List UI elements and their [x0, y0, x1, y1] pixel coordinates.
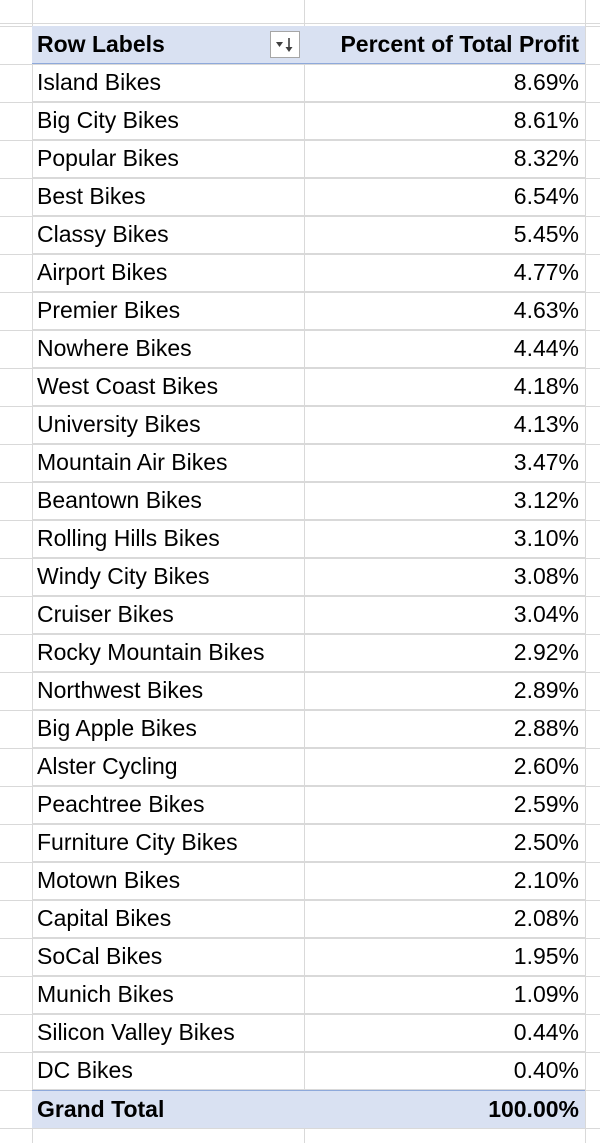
row-label: Motown Bikes	[37, 867, 181, 893]
row-value: 2.60%	[513, 753, 579, 779]
row-value: 0.44%	[513, 1019, 579, 1045]
pivot-row[interactable]: Motown Bikes 2.10%	[32, 862, 585, 900]
row-value: 2.92%	[513, 639, 579, 665]
row-value: 4.44%	[513, 335, 579, 361]
row-value: 3.04%	[513, 601, 579, 627]
row-label: Popular Bikes	[37, 145, 179, 171]
row-label: Rocky Mountain Bikes	[37, 639, 265, 665]
pivot-row[interactable]: Northwest Bikes 2.89%	[32, 672, 585, 710]
pivot-header-row: Row Labels Percent of Total Profit	[32, 26, 585, 64]
pivot-row[interactable]: Classy Bikes 5.45%	[32, 216, 585, 254]
row-value: 4.13%	[513, 411, 579, 437]
pivot-row[interactable]: Popular Bikes 8.32%	[32, 140, 585, 178]
row-label: Nowhere Bikes	[37, 335, 192, 361]
column-gridline	[304, 0, 305, 1143]
row-label: Airport Bikes	[37, 259, 168, 285]
row-value: 2.59%	[513, 791, 579, 817]
row-label: Northwest Bikes	[37, 677, 204, 703]
row-label: University Bikes	[37, 411, 201, 437]
row-label: Alster Cycling	[37, 753, 178, 779]
row-value: 1.95%	[513, 943, 579, 969]
pivot-row[interactable]: Rocky Mountain Bikes 2.92%	[32, 634, 585, 672]
row-label: Best Bikes	[37, 183, 146, 209]
pivot-row[interactable]: Cruiser Bikes 3.04%	[32, 596, 585, 634]
pivot-row[interactable]: Best Bikes 6.54%	[32, 178, 585, 216]
pivot-row[interactable]: Premier Bikes 4.63%	[32, 292, 585, 330]
row-value: 2.50%	[513, 829, 579, 855]
pivot-row[interactable]: Alster Cycling 2.60%	[32, 748, 585, 786]
column-gridline	[585, 0, 586, 1143]
pivot-row[interactable]: Mountain Air Bikes 3.47%	[32, 444, 585, 482]
row-value: 1.09%	[513, 981, 579, 1007]
pivot-table: Row Labels Percent of Total Profit Islan…	[32, 26, 585, 1128]
row-value: 5.45%	[513, 221, 579, 247]
row-value: 2.10%	[513, 867, 579, 893]
row-label: DC Bikes	[37, 1057, 133, 1083]
pivot-row[interactable]: Silicon Valley Bikes 0.44%	[32, 1014, 585, 1052]
pivot-row[interactable]: Furniture City Bikes 2.50%	[32, 824, 585, 862]
pivot-row[interactable]: Big Apple Bikes 2.88%	[32, 710, 585, 748]
pivot-row[interactable]: Island Bikes 8.69%	[32, 64, 585, 102]
row-label: Beantown Bikes	[37, 487, 202, 513]
row-label: Big Apple Bikes	[37, 715, 197, 741]
pivot-row[interactable]: SoCal Bikes 1.95%	[32, 938, 585, 976]
pivot-row[interactable]: West Coast Bikes 4.18%	[32, 368, 585, 406]
row-value: 8.32%	[513, 145, 579, 171]
row-label: Furniture City Bikes	[37, 829, 238, 855]
pivot-row[interactable]: Big City Bikes 8.61%	[32, 102, 585, 140]
row-label: Classy Bikes	[37, 221, 169, 247]
row-label: Munich Bikes	[37, 981, 174, 1007]
value-header[interactable]: Percent of Total Profit	[340, 31, 579, 57]
pivot-row[interactable]: Windy City Bikes 3.08%	[32, 558, 585, 596]
pivot-rows: Island Bikes 8.69% Big City Bikes 8.61% Popu…	[32, 64, 585, 1090]
row-label: Rolling Hills Bikes	[37, 525, 220, 551]
pivot-row[interactable]: Beantown Bikes 3.12%	[32, 482, 585, 520]
pivot-row[interactable]: Nowhere Bikes 4.44%	[32, 330, 585, 368]
grand-total-label: Grand Total	[37, 1096, 165, 1122]
row-value: 2.89%	[513, 677, 579, 703]
row-value: 8.61%	[513, 107, 579, 133]
row-label: Cruiser Bikes	[37, 601, 174, 627]
row-label: SoCal Bikes	[37, 943, 163, 969]
row-label: Windy City Bikes	[37, 563, 210, 589]
row-value: 2.88%	[513, 715, 579, 741]
row-value: 3.12%	[513, 487, 579, 513]
row-value: 4.18%	[513, 373, 579, 399]
row-value: 3.10%	[513, 525, 579, 551]
grand-total-row[interactable]: Grand Total 100.00%	[32, 1090, 585, 1128]
row-label: Big City Bikes	[37, 107, 179, 133]
pivot-row[interactable]: Airport Bikes 4.77%	[32, 254, 585, 292]
column-gridline	[32, 0, 33, 1143]
row-label: Peachtree Bikes	[37, 791, 205, 817]
pivot-row[interactable]: Munich Bikes 1.09%	[32, 976, 585, 1014]
grand-total-value: 100.00%	[488, 1096, 579, 1122]
sort-descending-filter-icon[interactable]	[270, 31, 300, 58]
pivot-row[interactable]: DC Bikes 0.40%	[32, 1052, 585, 1090]
row-label: Silicon Valley Bikes	[37, 1019, 235, 1045]
row-label: Premier Bikes	[37, 297, 181, 323]
row-label: West Coast Bikes	[37, 373, 219, 399]
row-label: Capital Bikes	[37, 905, 172, 931]
row-labels-header[interactable]: Row Labels	[37, 31, 165, 57]
row-value: 4.63%	[513, 297, 579, 323]
row-value: 8.69%	[513, 69, 579, 95]
pivot-row[interactable]: Peachtree Bikes 2.59%	[32, 786, 585, 824]
row-label: Island Bikes	[37, 69, 162, 95]
pivot-row[interactable]: University Bikes 4.13%	[32, 406, 585, 444]
pivot-row[interactable]: Capital Bikes 2.08%	[32, 900, 585, 938]
row-value: 3.47%	[513, 449, 579, 475]
pivot-row[interactable]: Rolling Hills Bikes 3.10%	[32, 520, 585, 558]
row-value: 6.54%	[513, 183, 579, 209]
row-label: Mountain Air Bikes	[37, 449, 228, 475]
row-value: 4.77%	[513, 259, 579, 285]
row-value: 0.40%	[513, 1057, 579, 1083]
row-value: 3.08%	[513, 563, 579, 589]
row-value: 2.08%	[513, 905, 579, 931]
